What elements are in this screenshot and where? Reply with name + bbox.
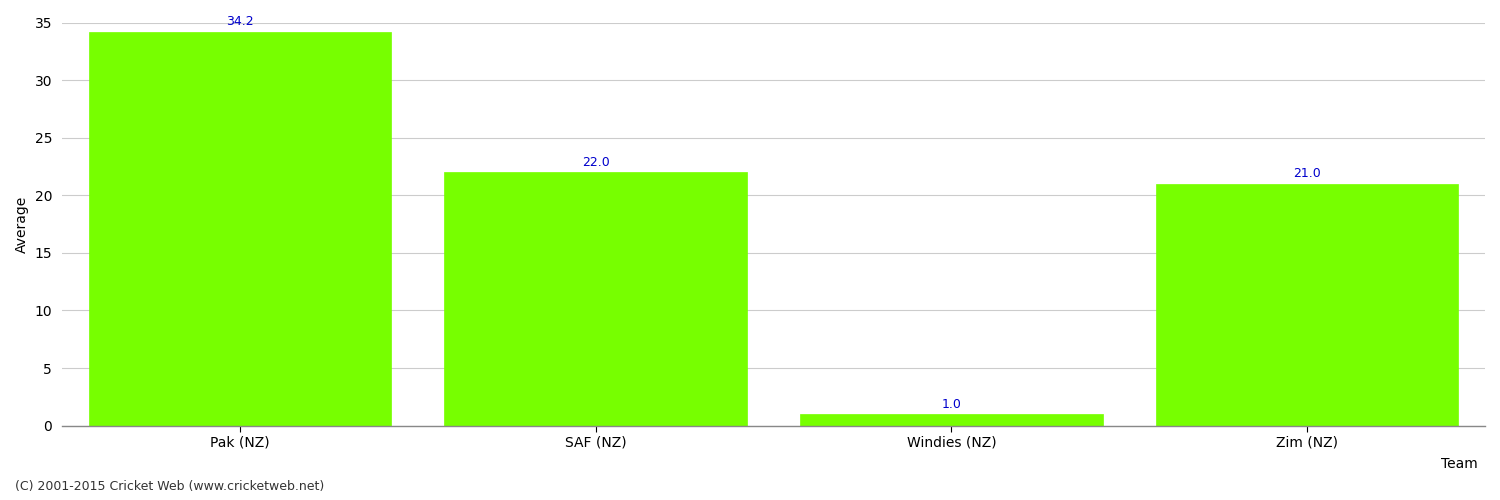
Bar [800,414,1102,426]
Text: (C) 2001-2015 Cricket Web (www.cricketweb.net): (C) 2001-2015 Cricket Web (www.cricketwe… [15,480,324,493]
Text: 1.0: 1.0 [942,398,962,410]
Text: Team: Team [1440,458,1478,471]
Text: 34.2: 34.2 [226,16,254,28]
Bar [88,32,392,426]
Text: 21.0: 21.0 [1293,168,1322,180]
Y-axis label: Average: Average [15,196,28,252]
Bar [1156,184,1458,426]
Text: 22.0: 22.0 [582,156,609,169]
Bar [444,172,747,426]
